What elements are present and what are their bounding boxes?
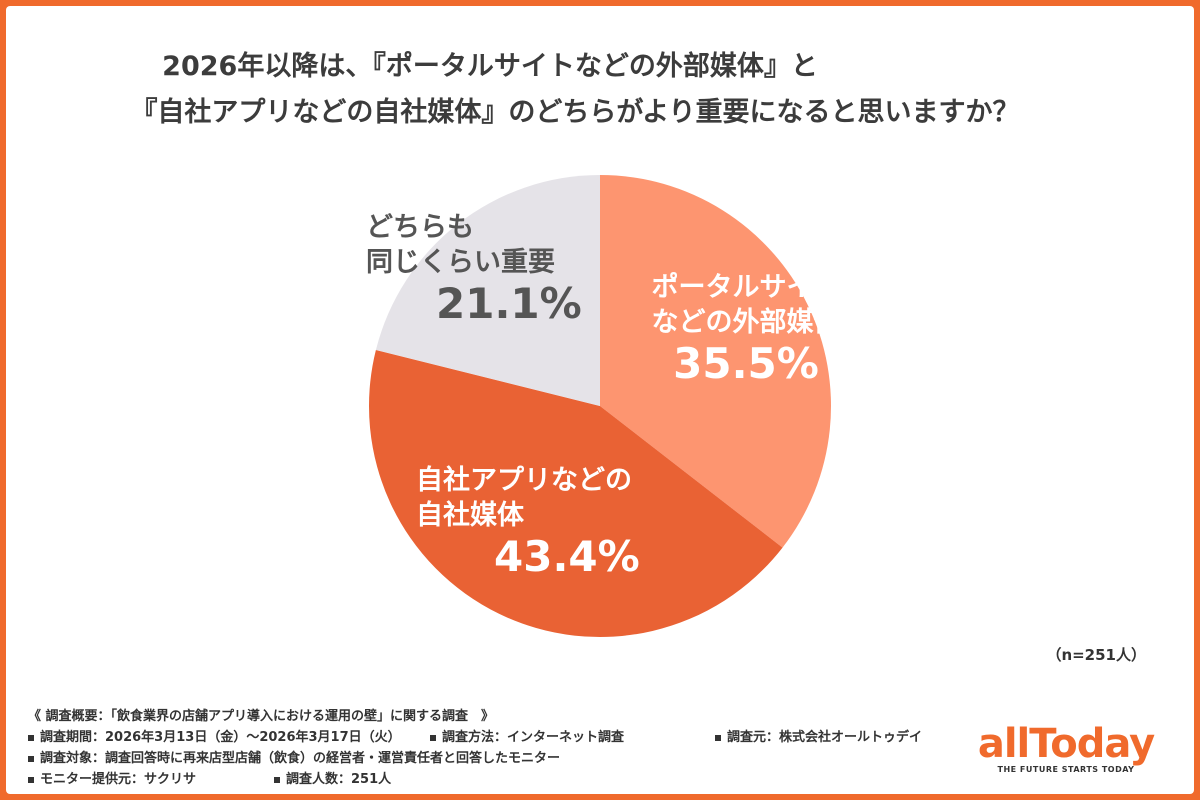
slice-name-portal-2: などの外部媒体 <box>651 306 841 338</box>
bullet-icon <box>274 776 280 783</box>
slice-name-own-2: 自社媒体 <box>416 499 524 531</box>
slice-name-own-1: 自社アプリなどの <box>416 465 632 496</box>
survey-source: 調査元：株式会社オールトゥデイ <box>727 730 923 745</box>
company-logo: allToday THE FUTURE STARTS TODAY <box>966 723 1166 774</box>
bullet-icon <box>28 776 34 783</box>
survey-count: 調査人数：251人 <box>286 772 392 787</box>
slice-label-both: どちらも 同じくらい重要 21.1% <box>366 211 606 328</box>
title-line-2: 『自社アプリなどの自社媒体』のどちらがより重要になると思いますか？ <box>130 97 1020 128</box>
title-line-1: 2026年以降は、『ポータルサイトなどの外部媒体』と <box>162 51 818 82</box>
chart-frame: 2026年以降は、『ポータルサイトなどの外部媒体』と 『自社アプリなどの自社媒体… <box>6 6 1194 794</box>
bullet-icon <box>28 734 34 741</box>
survey-period: 調査期間：2026年3月13日（金）〜2026年3月17日（火） <box>40 730 401 745</box>
survey-provider: モニター提供元：サクリサ <box>40 772 197 787</box>
pie-slice-own-media <box>369 349 783 637</box>
sample-size-note: （n=251人） <box>1046 646 1146 664</box>
slice-name-both-1: どちらも <box>366 212 474 243</box>
pie-slice-portal <box>600 175 832 548</box>
slice-name-both-2: 同じくらい重要 <box>366 246 555 278</box>
survey-overview: 《 調査概要：「飲食業界の店舗アプリ導入における運用の壁」に関する調査 》 調査… <box>28 706 988 790</box>
survey-method: 調査方法：インターネット調査 <box>442 730 625 745</box>
slice-value-both: 21.1% <box>436 279 582 329</box>
slice-value-portal: 35.5% <box>673 339 819 389</box>
bullet-icon <box>715 734 721 741</box>
logo-brand: allToday <box>977 721 1155 767</box>
slice-name-portal-1: ポータルサイト <box>651 272 841 303</box>
slice-value-own-media: 43.4% <box>494 532 640 582</box>
slice-label-own-media: 自社アプリなどの 自社媒体 43.4% <box>416 464 706 581</box>
survey-target: 調査対象：調査回答時に再来店型店舗（飲食）の経営者・運営責任者と回答したモニター <box>40 751 561 766</box>
survey-heading: 《 調査概要：「飲食業界の店舗アプリ導入における運用の壁」に関する調査 》 <box>28 709 495 724</box>
bullet-icon <box>28 755 34 762</box>
logo-tagline: THE FUTURE STARTS TODAY <box>997 765 1135 774</box>
bullet-icon <box>430 734 436 741</box>
slice-label-portal: ポータルサイト などの外部媒体 35.5% <box>626 271 866 388</box>
chart-title: 2026年以降は、『ポータルサイトなどの外部媒体』と 『自社アプリなどの自社媒体… <box>6 44 1194 136</box>
pie-slice-both <box>375 175 600 406</box>
pie-chart <box>369 175 832 637</box>
